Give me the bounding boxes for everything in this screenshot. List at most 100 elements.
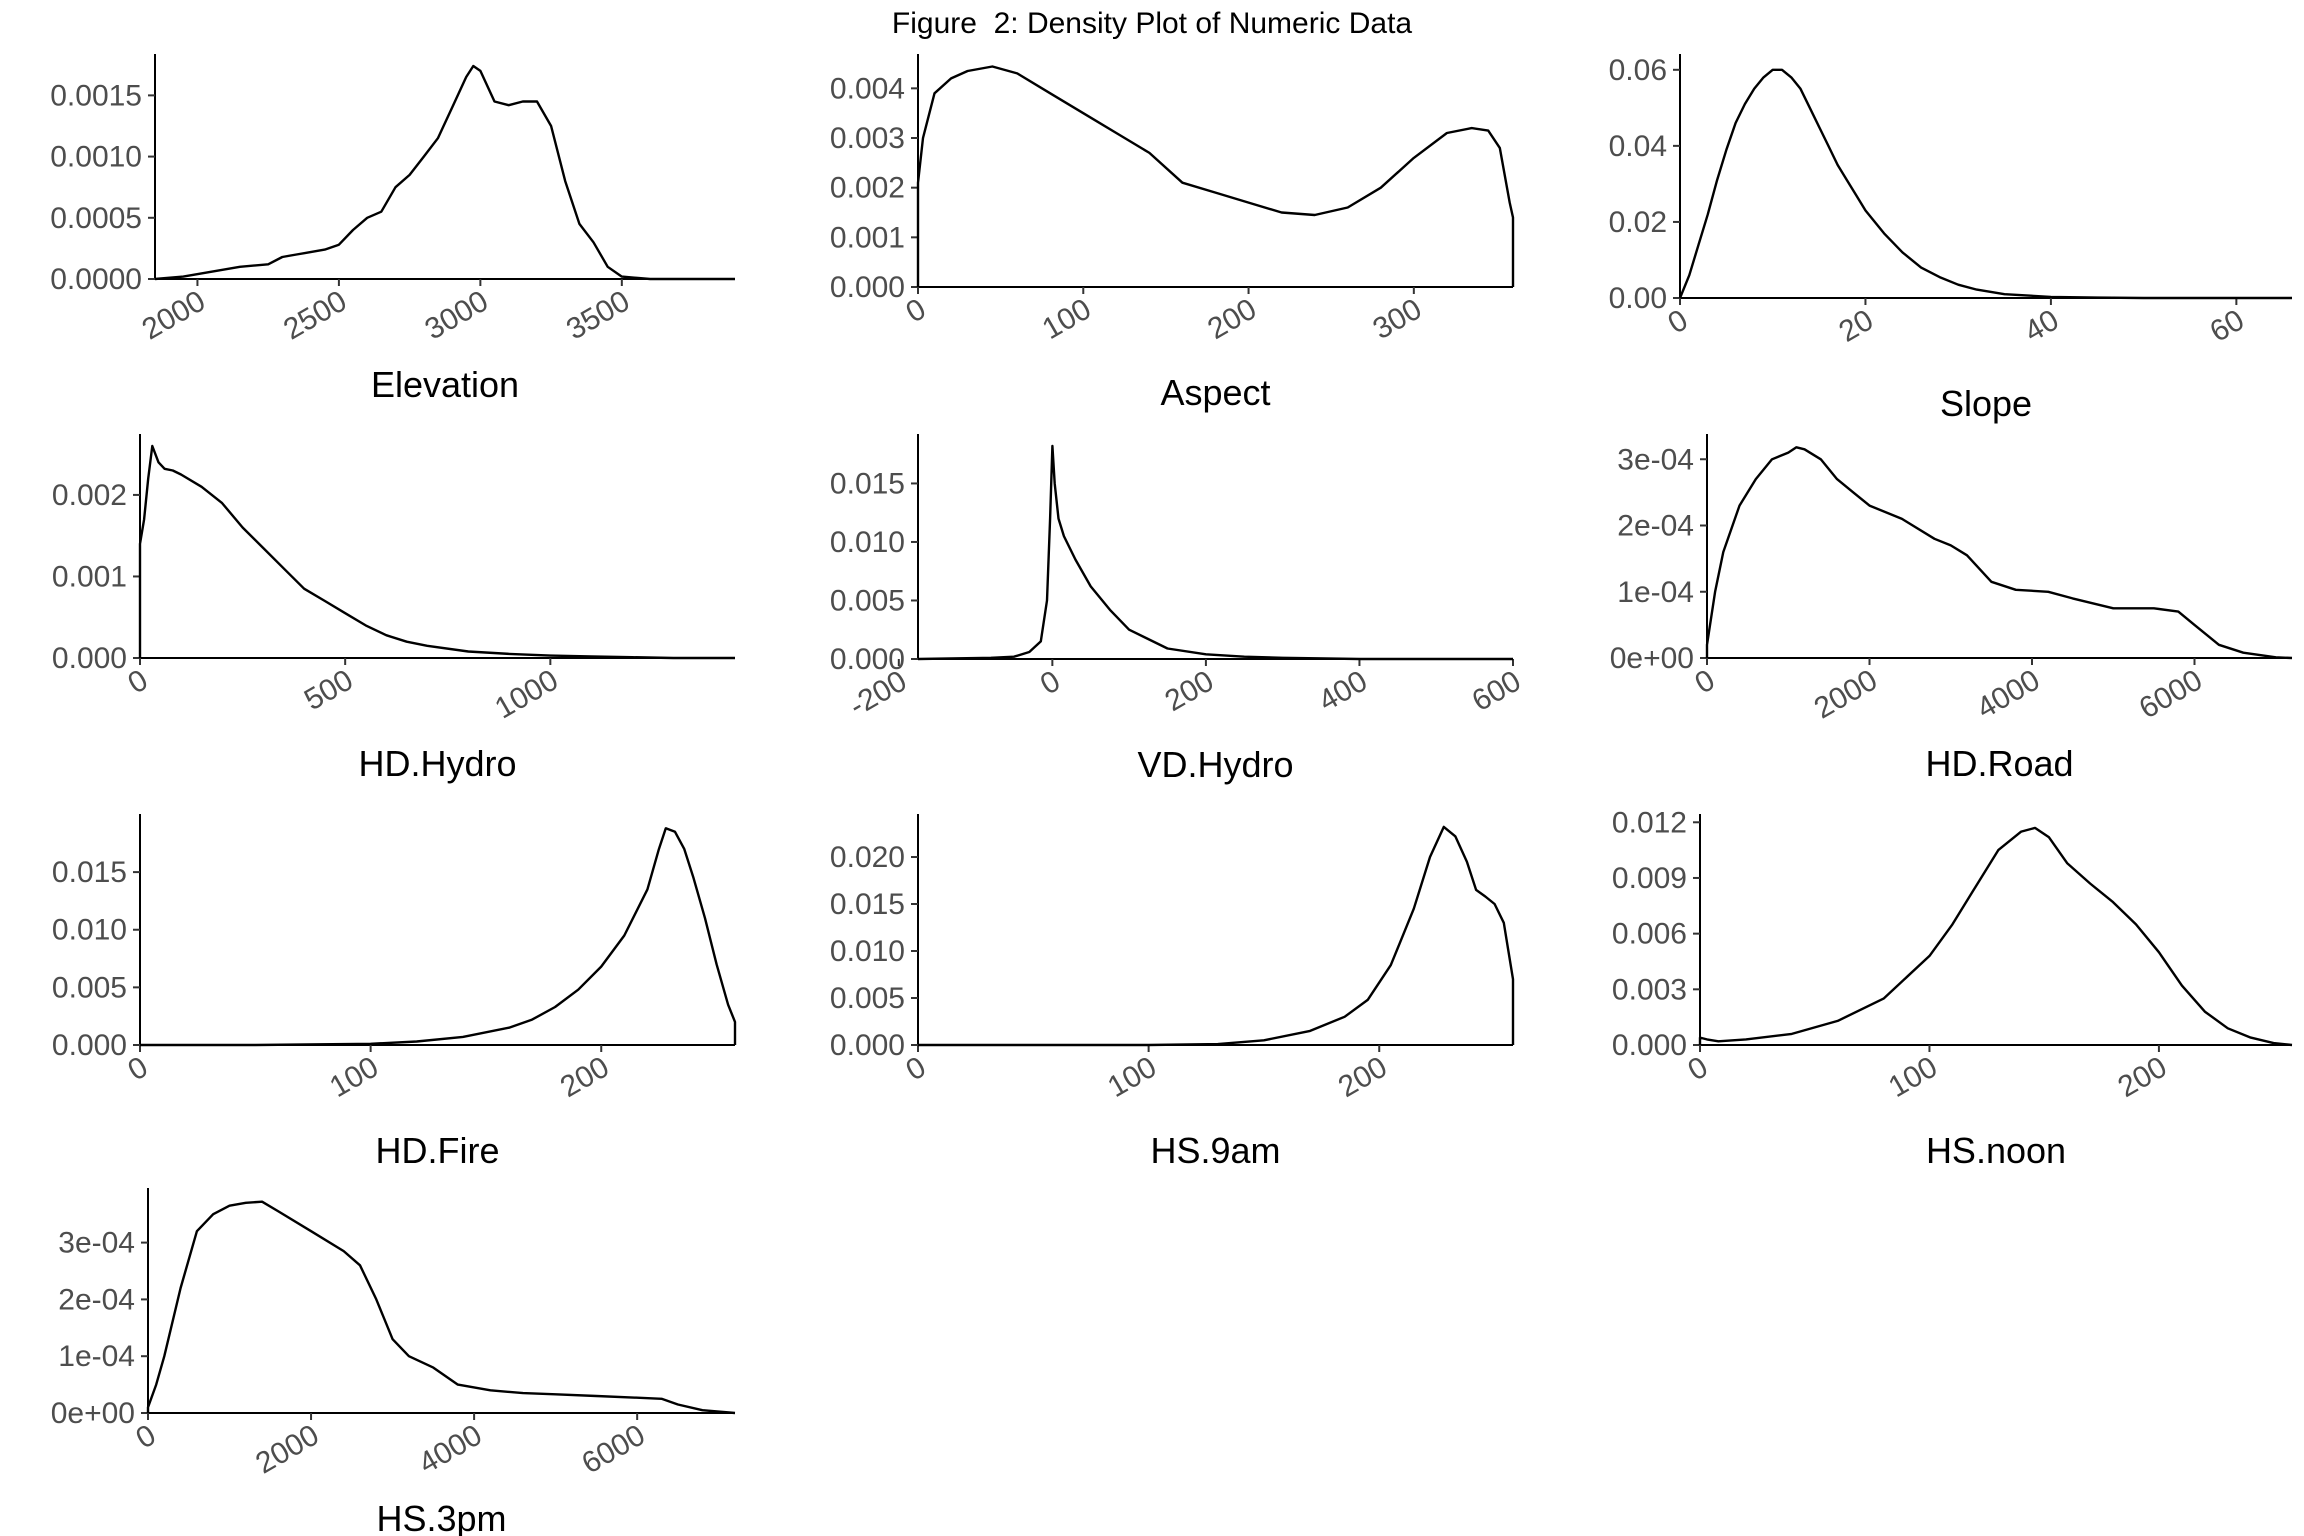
y-tick-label: 0.06	[1609, 54, 1667, 87]
y-tick-label: 0.0005	[50, 202, 142, 235]
density-curve	[140, 827, 737, 1047]
y-tick-label: 0.000	[830, 271, 905, 304]
x-axis-title: Aspect	[1160, 372, 1270, 413]
y-tick-label: 0.005	[830, 584, 905, 617]
y-tick-label: 0.005	[830, 982, 905, 1015]
x-tick-label: 200	[1202, 292, 1262, 346]
x-tick-label: 2000	[137, 284, 211, 346]
y-tick-label: 0.0015	[50, 79, 142, 112]
density-curve	[917, 444, 1513, 661]
x-axis-title: HD.Fire	[376, 1130, 500, 1171]
density-curve	[1698, 826, 2293, 1047]
y-tick-label: 0.000	[830, 643, 905, 676]
x-tick-label: 60	[2204, 303, 2249, 348]
density-curve	[916, 65, 1515, 287]
density-panel-6: 0.000 0.005 0.010 0.015 0 100 200 HD.Fire	[52, 814, 737, 1171]
x-tick-label: 200	[555, 1050, 615, 1104]
y-tick-label: 0.004	[830, 72, 905, 105]
x-tick-label: 2000	[250, 1418, 324, 1480]
x-tick-label: 600	[1467, 664, 1527, 718]
figure-title: Figure 2: Density Plot of Numeric Data	[892, 7, 1413, 40]
x-axis-title: HD.Road	[1925, 743, 2073, 784]
x-tick-label: 300	[1367, 292, 1427, 346]
y-tick-label: 0.020	[830, 841, 905, 874]
y-tick-label: 0.000	[52, 642, 127, 675]
x-tick-label: 2500	[278, 284, 352, 346]
y-tick-label: 0.002	[52, 479, 127, 512]
x-tick-label: 6000	[576, 1418, 650, 1480]
x-tick-label: 200	[1333, 1050, 1393, 1104]
y-tick-label: 0.02	[1609, 206, 1667, 239]
x-tick-label: 20	[1834, 303, 1879, 348]
x-tick-label: 4000	[1971, 663, 2045, 725]
x-tick-label: 0	[123, 1050, 154, 1087]
density-panel-7: 0.000 0.005 0.010 0.015 0.020 0 100 200 HS.9am	[830, 814, 1515, 1171]
density-panel-5: 0e+00 1e-04 2e-04 3e-04 0 2000 4000 6000 HD.Road	[1610, 434, 2293, 784]
y-tick-label: 0e+00	[51, 1397, 135, 1430]
y-tick-label: 2e-04	[1617, 510, 1694, 543]
density-curve	[918, 825, 1515, 1047]
x-tick-label: 0	[1035, 664, 1066, 701]
y-tick-label: 0.003	[830, 122, 905, 155]
x-tick-label: 0	[901, 292, 932, 329]
x-tick-label: 100	[324, 1050, 384, 1104]
y-tick-label: 2e-04	[58, 1283, 135, 1316]
y-tick-label: 0.010	[830, 526, 905, 559]
x-tick-label: 4000	[413, 1418, 487, 1480]
x-tick-label: 100	[1037, 292, 1097, 346]
x-tick-label: 1000	[490, 663, 564, 725]
density-panel-8: 0.000 0.003 0.006 0.009 0.012 0 100 200 HS.noon	[1612, 806, 2293, 1171]
density-curve	[1678, 68, 2292, 300]
x-tick-label: 0	[1663, 303, 1694, 340]
x-tick-label: 2000	[1809, 663, 1883, 725]
y-tick-label: 0.010	[830, 935, 905, 968]
y-tick-label: 0.015	[830, 467, 905, 500]
x-tick-label: 500	[299, 663, 359, 717]
density-panel-1: 0.000 0.001 0.002 0.003 0.004 0 100 200 300 Aspec…	[830, 54, 1515, 413]
density-panel-0: 0.0000 0.0005 0.0010 0.0015 2000 2500 3000 3500…	[50, 54, 735, 405]
density-curve	[138, 444, 735, 660]
density-curve	[1705, 446, 2293, 660]
x-axis-title: HS.9am	[1150, 1130, 1280, 1171]
x-tick-label: 3500	[561, 284, 635, 346]
y-tick-label: 0.04	[1609, 130, 1667, 163]
x-tick-label: 6000	[2134, 663, 2208, 725]
y-tick-label: 1e-04	[1617, 576, 1694, 609]
y-tick-label: 0.000	[52, 1029, 127, 1062]
y-tick-label: 0.005	[52, 971, 127, 1004]
y-tick-label: 0.0000	[50, 263, 142, 296]
x-tick-label: 0	[1690, 663, 1721, 700]
y-tick-label: 0.002	[830, 172, 905, 205]
y-tick-label: 0.009	[1612, 862, 1687, 895]
density-curve	[154, 64, 735, 281]
x-tick-label: 3000	[420, 284, 494, 346]
x-tick-label: 100	[1102, 1050, 1162, 1104]
x-tick-label: 200	[1160, 664, 1220, 718]
x-axis-title: Elevation	[371, 364, 519, 405]
y-tick-label: 0e+00	[1610, 642, 1694, 675]
y-tick-label: 0.010	[52, 914, 127, 947]
x-tick-label: 0	[123, 663, 154, 700]
y-tick-label: 0.001	[52, 560, 127, 593]
y-tick-label: 0.015	[830, 888, 905, 921]
density-panel-3: 0.000 0.001 0.002 0 500 1000 HD.Hydro	[52, 434, 735, 784]
y-tick-label: 0.000	[1612, 1029, 1687, 1062]
y-tick-label: 0.0010	[50, 141, 142, 174]
y-tick-label: 0.015	[52, 856, 127, 889]
x-axis-title: VD.Hydro	[1137, 744, 1293, 785]
y-tick-label: 1e-04	[58, 1340, 135, 1373]
y-tick-label: 0.000	[830, 1029, 905, 1062]
density-curve	[146, 1200, 736, 1415]
y-tick-label: 0.00	[1609, 282, 1667, 315]
x-axis-title: Slope	[1940, 383, 2032, 424]
density-panel-9: 0e+00 1e-04 2e-04 3e-04 0 2000 4000 6000 HS.3pm	[51, 1188, 736, 1536]
x-tick-label: 200	[2113, 1050, 2173, 1104]
density-panel-2: 0.00 0.02 0.04 0.06 0 20 40 60 Slope	[1609, 54, 2292, 424]
y-tick-label: 0.012	[1612, 806, 1687, 839]
y-tick-label: 0.003	[1612, 973, 1687, 1006]
x-tick-label: 0	[131, 1418, 162, 1455]
x-tick-label: 100	[1883, 1050, 1943, 1104]
